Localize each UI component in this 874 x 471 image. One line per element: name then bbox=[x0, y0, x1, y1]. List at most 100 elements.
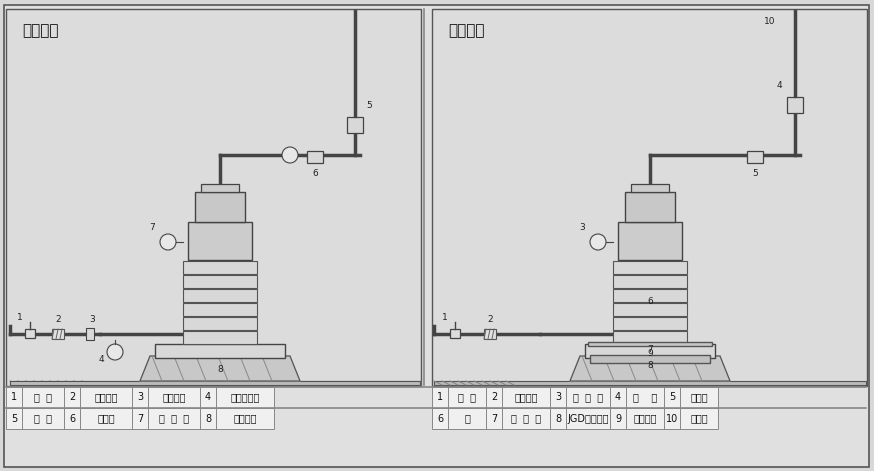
Text: 球  阀: 球 阀 bbox=[458, 392, 476, 403]
Circle shape bbox=[590, 234, 606, 250]
Text: 止回阀: 止回阀 bbox=[97, 414, 114, 423]
Bar bbox=[6, 408, 22, 429]
Text: 挠性接头: 挠性接头 bbox=[94, 392, 118, 403]
Bar bbox=[484, 329, 496, 339]
Text: 10: 10 bbox=[764, 16, 776, 25]
Bar bbox=[566, 408, 610, 429]
Text: 6: 6 bbox=[647, 298, 653, 307]
Bar bbox=[502, 387, 550, 408]
Bar bbox=[680, 387, 718, 408]
Bar bbox=[25, 329, 35, 338]
Text: 闸  阀: 闸 阀 bbox=[34, 414, 52, 423]
Text: 1: 1 bbox=[437, 392, 443, 403]
Text: 2: 2 bbox=[491, 392, 497, 403]
Text: 3: 3 bbox=[579, 224, 585, 233]
Text: 6: 6 bbox=[437, 414, 443, 423]
Text: 挠性接头: 挠性接头 bbox=[514, 392, 538, 403]
Text: 刚性连接: 刚性连接 bbox=[22, 23, 59, 38]
Bar bbox=[347, 117, 363, 133]
Bar bbox=[6, 387, 22, 408]
Bar bbox=[148, 387, 200, 408]
Text: 3: 3 bbox=[89, 316, 95, 325]
Bar bbox=[613, 275, 687, 288]
Text: 1: 1 bbox=[11, 392, 17, 403]
Bar bbox=[613, 317, 687, 330]
Text: 8: 8 bbox=[555, 414, 561, 423]
Polygon shape bbox=[140, 356, 300, 381]
Text: 9: 9 bbox=[615, 414, 621, 423]
Bar bbox=[22, 387, 64, 408]
Bar bbox=[626, 408, 664, 429]
Text: 6: 6 bbox=[69, 414, 75, 423]
Text: 水泥台座: 水泥台座 bbox=[634, 414, 656, 423]
Bar bbox=[80, 387, 132, 408]
Text: 真空压力表: 真空压力表 bbox=[231, 392, 260, 403]
Bar bbox=[610, 387, 626, 408]
Text: 7: 7 bbox=[137, 414, 143, 423]
Text: 联  接  板: 联 接 板 bbox=[511, 414, 541, 423]
Bar bbox=[432, 387, 448, 408]
Bar bbox=[307, 151, 323, 163]
Bar bbox=[550, 387, 566, 408]
Text: 2: 2 bbox=[69, 392, 75, 403]
Bar bbox=[183, 289, 257, 302]
Text: 4: 4 bbox=[98, 356, 104, 365]
Text: 1: 1 bbox=[17, 314, 23, 323]
Bar bbox=[183, 303, 257, 316]
Bar bbox=[566, 387, 610, 408]
Text: 10: 10 bbox=[666, 414, 678, 423]
Bar bbox=[155, 344, 285, 358]
Bar bbox=[183, 317, 257, 330]
Bar bbox=[201, 184, 239, 192]
Bar bbox=[626, 387, 664, 408]
Bar bbox=[787, 97, 803, 113]
Text: 4: 4 bbox=[615, 392, 621, 403]
Text: 2: 2 bbox=[487, 316, 493, 325]
Bar bbox=[610, 408, 626, 429]
Bar bbox=[486, 408, 502, 429]
Bar bbox=[448, 408, 486, 429]
Bar bbox=[625, 192, 675, 222]
Bar bbox=[585, 344, 715, 358]
Text: 4: 4 bbox=[776, 81, 782, 89]
Bar bbox=[6, 9, 421, 386]
Text: 7: 7 bbox=[647, 344, 653, 354]
Text: 4: 4 bbox=[205, 392, 211, 403]
Text: 闸    阀: 闸 阀 bbox=[633, 392, 657, 403]
Bar bbox=[432, 9, 867, 386]
Bar bbox=[132, 408, 148, 429]
Text: 取压直管: 取压直管 bbox=[163, 392, 186, 403]
Circle shape bbox=[160, 234, 176, 250]
Bar bbox=[10, 381, 420, 385]
Text: 3: 3 bbox=[555, 392, 561, 403]
Bar bbox=[613, 303, 687, 316]
Text: 8: 8 bbox=[647, 362, 653, 371]
Text: 6: 6 bbox=[312, 169, 318, 178]
Bar bbox=[188, 222, 252, 260]
Text: 5: 5 bbox=[669, 392, 675, 403]
Bar bbox=[590, 355, 710, 363]
Text: 球  阀: 球 阀 bbox=[34, 392, 52, 403]
Text: 5: 5 bbox=[10, 414, 17, 423]
Bar bbox=[432, 408, 448, 429]
Bar bbox=[132, 387, 148, 408]
Bar bbox=[613, 289, 687, 302]
Bar bbox=[80, 408, 132, 429]
Bar bbox=[64, 408, 80, 429]
Text: 泵: 泵 bbox=[464, 414, 470, 423]
Text: JGD型隔振器: JGD型隔振器 bbox=[567, 414, 609, 423]
Bar bbox=[183, 275, 257, 288]
Text: 压力表: 压力表 bbox=[690, 414, 708, 423]
Text: 止回阀: 止回阀 bbox=[690, 392, 708, 403]
Bar bbox=[747, 151, 763, 163]
Text: 水泥台座: 水泥台座 bbox=[233, 414, 257, 423]
Bar bbox=[486, 387, 502, 408]
Bar bbox=[613, 331, 687, 344]
Text: 压  力  表: 压 力 表 bbox=[159, 414, 189, 423]
Bar bbox=[613, 261, 687, 274]
Bar bbox=[52, 329, 64, 339]
Text: 7: 7 bbox=[149, 224, 155, 233]
Bar bbox=[588, 342, 712, 346]
Bar bbox=[631, 184, 669, 192]
Bar bbox=[216, 408, 274, 429]
